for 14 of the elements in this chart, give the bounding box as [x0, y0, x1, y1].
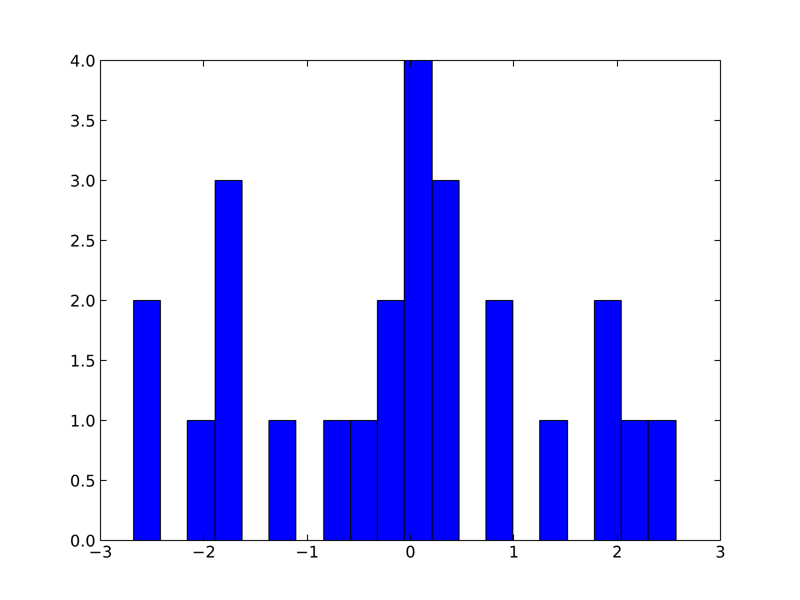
y-tick-label: 1.0 — [70, 412, 96, 430]
y-tick-label: 2.0 — [70, 292, 96, 310]
x-tick-label: 1 — [508, 542, 519, 562]
x-tick-label: 2 — [612, 542, 622, 562]
y-tick-label: 0.5 — [70, 472, 96, 490]
y-tick-label: 3.0 — [70, 172, 96, 190]
y-tick-label: 1.5 — [70, 352, 96, 370]
y-tick-label: 2.5 — [70, 232, 96, 250]
y-tick-label: 4.0 — [70, 52, 96, 70]
x-tick-label: −2 — [192, 542, 216, 562]
y-tick-label: 3.5 — [70, 112, 96, 130]
x-tick-label: 3 — [715, 542, 726, 562]
x-tick-label: −1 — [295, 542, 319, 562]
x-tick-label: 0 — [405, 542, 416, 562]
